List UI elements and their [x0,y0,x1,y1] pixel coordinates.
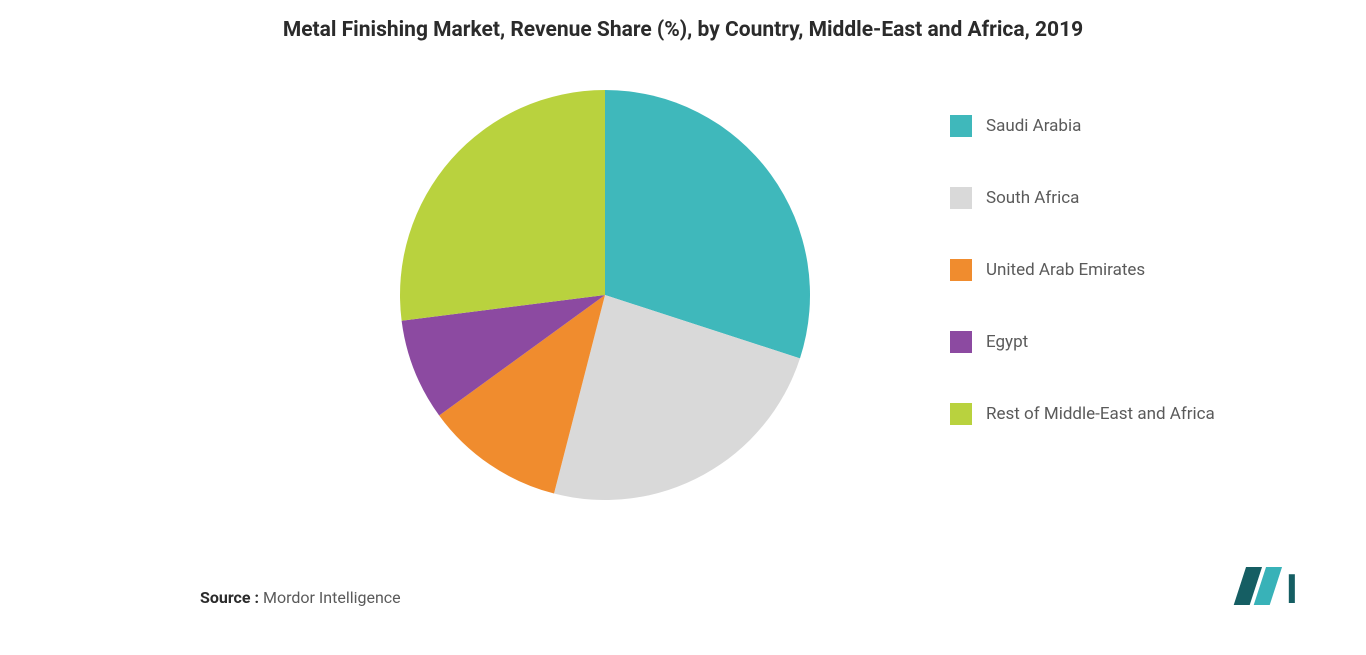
legend-label: United Arab Emirates [986,260,1145,280]
chart-area: Saudi Arabia South Africa United Arab Emir… [0,70,1366,540]
legend-item: Egypt [950,331,1215,353]
legend-swatch [950,403,972,425]
pie-slice [400,90,605,321]
legend-item: Saudi Arabia [950,115,1215,137]
source-text: Mordor Intelligence [263,588,401,607]
legend-item: United Arab Emirates [950,259,1215,281]
legend-swatch [950,115,972,137]
legend-swatch [950,331,972,353]
svg-text:I: I [1286,565,1298,611]
legend-label: Saudi Arabia [986,116,1081,136]
legend-label: South Africa [986,188,1079,208]
legend-swatch [950,187,972,209]
source-prefix: Source : [200,588,263,607]
legend-label: Egypt [986,332,1028,352]
legend-swatch [950,259,972,281]
legend-label: Rest of Middle-East and Africa [986,404,1215,424]
pie-chart [400,90,810,504]
legend-item: South Africa [950,187,1215,209]
source-attribution: Source : Mordor Intelligence [200,588,401,607]
chart-title: Metal Finishing Market, Revenue Share (%… [0,0,1366,42]
brand-logo: I [1226,561,1316,615]
legend: Saudi Arabia South Africa United Arab Emir… [950,115,1215,425]
legend-item: Rest of Middle-East and Africa [950,403,1215,425]
